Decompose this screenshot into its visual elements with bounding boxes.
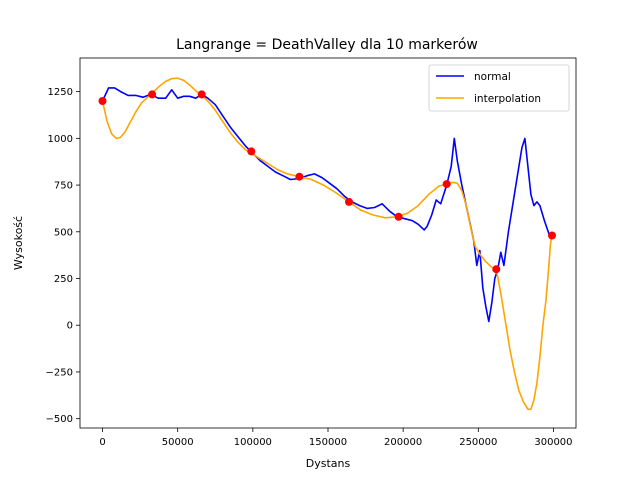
legend-label-normal: normal — [474, 71, 511, 83]
marker-point — [442, 180, 451, 189]
series-line-normal — [101, 87, 553, 323]
y-tick-label: 750 — [54, 181, 73, 192]
marker-point — [247, 147, 256, 156]
marker-layer — [98, 90, 556, 274]
y-tick-label: 500 — [54, 227, 73, 238]
legend-label-interpolation: interpolation — [474, 93, 541, 105]
series-layer — [101, 77, 553, 411]
axes-frame — [79, 57, 577, 429]
y-tick-label: 0 — [67, 321, 73, 332]
marker-point — [295, 172, 304, 181]
y-axis: −500 −250 0 250 500 750 1000 1250 — [46, 87, 80, 425]
marker-point — [492, 265, 501, 274]
series-line-interpolation — [101, 77, 553, 411]
y-tick-label: −500 — [46, 414, 73, 425]
y-axis-label: Wysokość — [12, 216, 25, 270]
marker-point — [345, 197, 353, 206]
x-tick-label: 250000 — [459, 437, 497, 448]
legend: normal interpolation — [428, 64, 570, 112]
x-tick-label: 50000 — [162, 437, 194, 448]
marker-point — [394, 212, 403, 221]
x-axis: 0 50000 100000 150000 200000 250000 300000 — [99, 428, 573, 448]
x-tick-label: 300000 — [534, 437, 572, 448]
marker-point — [197, 90, 206, 99]
y-tick-label: 1000 — [48, 134, 73, 145]
x-tick-label: 150000 — [309, 437, 347, 448]
x-tick-label: 0 — [99, 437, 105, 448]
marker-point — [148, 90, 157, 99]
x-axis-label: Dystans — [306, 457, 351, 470]
y-tick-label: 1250 — [48, 87, 73, 98]
y-tick-label: −250 — [46, 367, 73, 378]
chart-title: Langrange = DeathValley dla 10 markerów — [176, 37, 478, 53]
marker-point — [548, 231, 556, 240]
x-tick-label: 200000 — [384, 437, 422, 448]
y-tick-label: 250 — [54, 274, 73, 285]
marker-point — [98, 97, 107, 105]
x-tick-label: 100000 — [234, 437, 272, 448]
plot-area — [79, 57, 577, 429]
